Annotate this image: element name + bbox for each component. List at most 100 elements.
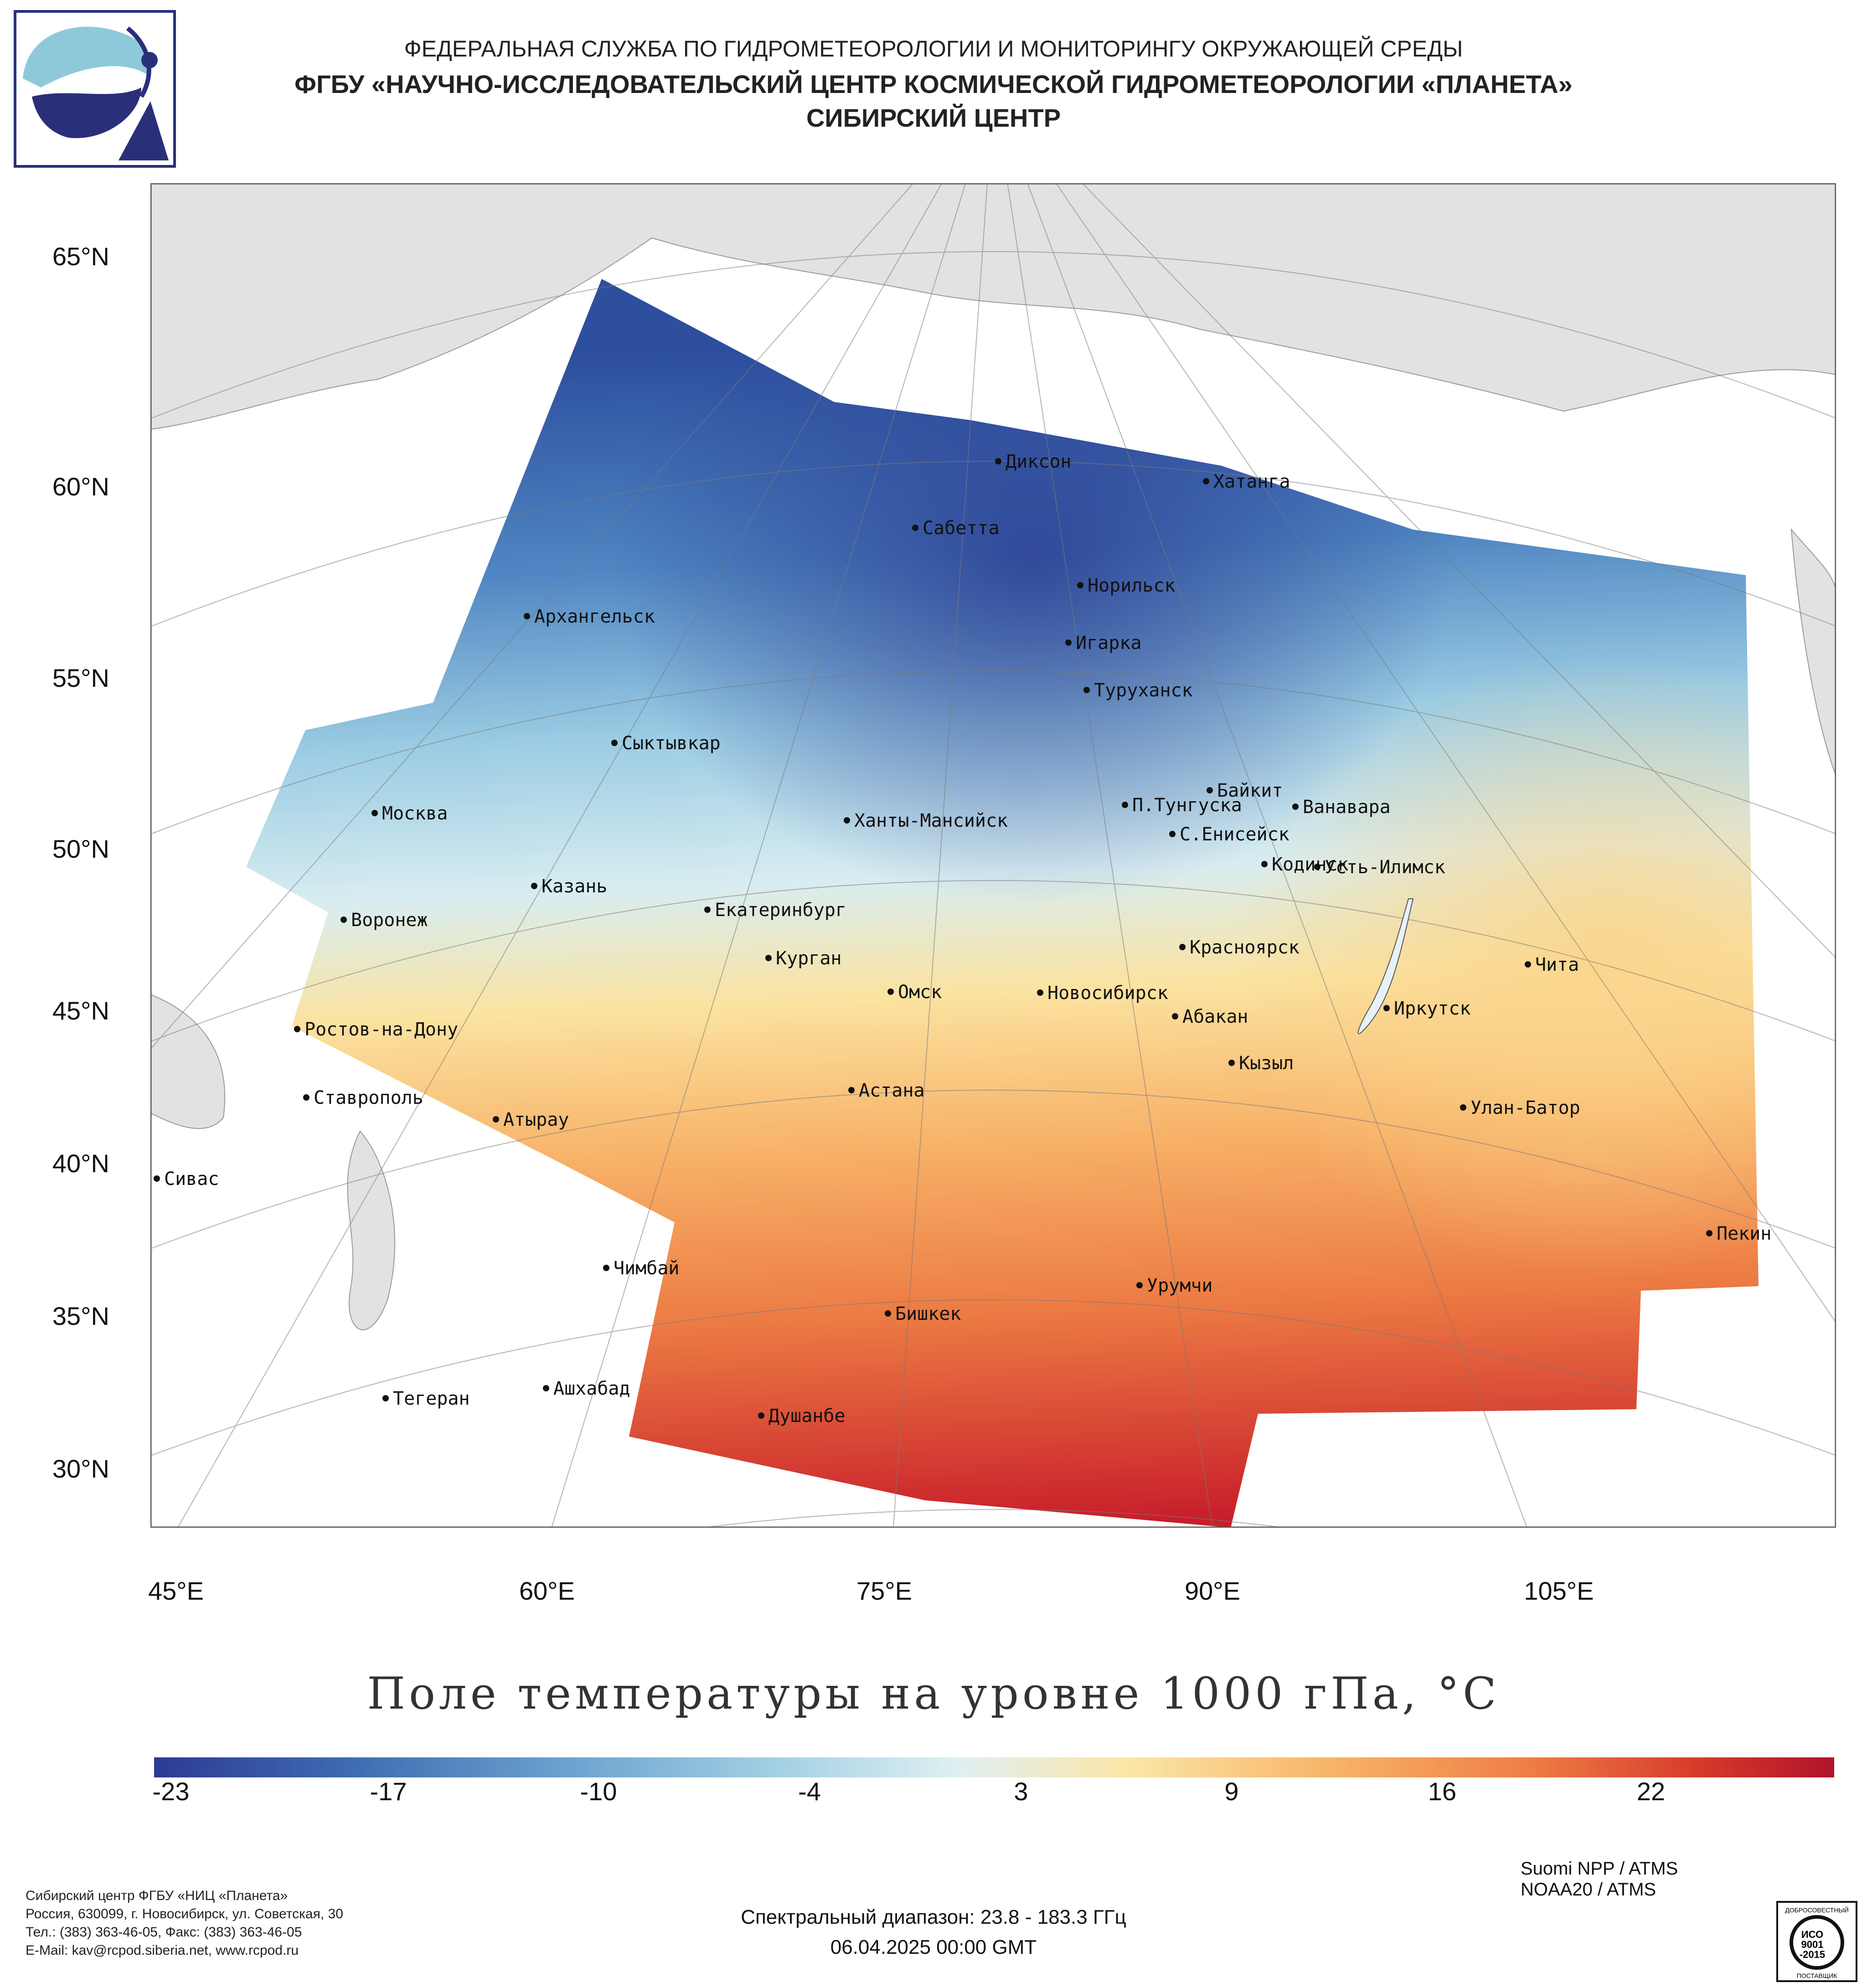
footer-org-line-2: Россия, 630099, г. Новосибирск, ул. Сове… <box>26 1906 343 1921</box>
city-label: Туруханск <box>1094 680 1193 701</box>
city-marker: П.Тунгуска <box>1122 795 1242 816</box>
city-marker: Игарка <box>1065 633 1142 654</box>
spectral-range: Спектральный диапазон: 23.8 - 183.3 ГГц <box>741 1906 1126 1928</box>
city-marker: Ашхабад <box>543 1378 630 1399</box>
city-dot <box>543 1385 549 1391</box>
city-dot <box>995 458 1001 464</box>
svg-text:ИСО: ИСО <box>1801 1929 1823 1940</box>
city-dot <box>887 989 894 995</box>
city-marker: Бишкек <box>885 1303 961 1324</box>
latitude-label: 50°N <box>52 834 109 863</box>
city-marker: С.Енисейск <box>1169 824 1289 845</box>
city-label: С.Енисейск <box>1180 824 1289 845</box>
city-dot <box>531 883 537 889</box>
city-marker: Красноярск <box>1179 937 1300 958</box>
city-label: Пекин <box>1717 1223 1771 1244</box>
lake-baikal <box>1357 898 1414 1035</box>
city-dot <box>1460 1104 1466 1111</box>
city-label: Тегеран <box>393 1388 470 1409</box>
city-marker: Душанбе <box>758 1406 846 1427</box>
city-marker: Чита <box>1525 954 1579 975</box>
longitude-label: 60°E <box>519 1576 575 1605</box>
city-label: Бишкек <box>895 1303 961 1324</box>
city-label: Ростов-на-Дону <box>304 1019 458 1040</box>
city-label: Ванавара <box>1303 797 1391 818</box>
caspian-sea <box>347 1130 396 1330</box>
city-marker: Астана <box>848 1080 925 1101</box>
longitude-label: 75°E <box>856 1576 913 1605</box>
city-label: Чита <box>1535 954 1579 975</box>
city-dot <box>603 1265 609 1271</box>
city-label: Кызыл <box>1239 1053 1294 1074</box>
city-label: Сыктывкар <box>622 733 721 754</box>
city-marker: Ванавара <box>1292 797 1391 818</box>
city-dot <box>1228 1060 1235 1066</box>
city-dot <box>1525 961 1531 968</box>
city-label: Атырау <box>503 1109 569 1130</box>
city-marker: Екатеринбург <box>704 900 846 921</box>
city-dot <box>294 1026 300 1032</box>
city-label: Усть-Илимск <box>1325 857 1445 878</box>
header-institute: ФГБУ «НАУЧНО-ИССЛЕДОВАТЕЛЬСКИЙ ЦЕНТР КОС… <box>294 70 1573 98</box>
city-marker: Кызыл <box>1228 1053 1294 1074</box>
city-label: Байкит <box>1217 780 1283 801</box>
city-marker: Курган <box>765 948 842 969</box>
longitude-label: 90°E <box>1184 1576 1241 1605</box>
city-markers: Диксон Хатанга Сабетта Норильск Архангельск И… <box>154 451 1771 1427</box>
city-marker: Норильск <box>1077 575 1176 596</box>
city-dot <box>1083 687 1090 693</box>
city-marker: Тегеран <box>382 1388 470 1409</box>
longitude-label: 45°E <box>148 1576 204 1605</box>
city-label: Иркутск <box>1394 998 1471 1019</box>
colorbar-tick-label: 22 <box>1636 1777 1666 1806</box>
colorbar-tick-label: -17 <box>370 1777 407 1806</box>
city-label: Кодинск <box>1272 854 1349 875</box>
city-dot <box>524 613 530 619</box>
colorbar-tick-label: -10 <box>580 1777 617 1806</box>
city-label: Ставрополь <box>314 1087 423 1108</box>
city-marker: Иркутск <box>1383 998 1471 1019</box>
footer-org-line-1: Сибирский центр ФГБУ «НИЦ «Планета» <box>26 1888 288 1903</box>
colorbar-tick-label: 3 <box>1014 1777 1028 1806</box>
city-dot <box>1122 802 1128 808</box>
city-dot <box>1706 1230 1712 1236</box>
longitude-label: 105°E <box>1524 1576 1594 1605</box>
svg-text:ПОСТАВЩИК: ПОСТАВЩИК <box>1797 1972 1838 1979</box>
satellite-1: Suomi NPP / ATMS <box>1521 1859 1678 1879</box>
city-dot <box>844 817 850 824</box>
city-label: Сабетта <box>923 518 1000 539</box>
city-marker: Байкит <box>1207 780 1283 801</box>
city-marker: Архангельск <box>524 606 655 627</box>
city-label: Омск <box>898 982 942 1003</box>
satellite-2: NOAA20 / ATMS <box>1521 1880 1656 1900</box>
footer-org-line-3: Тел.: (383) 363-46-05, Факс: (383) 363-4… <box>26 1925 302 1940</box>
city-label: Диксон <box>1006 451 1072 472</box>
city-marker: Усть-Илимск <box>1314 857 1445 878</box>
city-label: Абакан <box>1182 1006 1248 1027</box>
temperature-map: Диксон Хатанга Сабетта Норильск Архангельск И… <box>150 183 1836 1528</box>
city-label: Хатанга <box>1213 471 1290 492</box>
city-dot <box>611 740 618 746</box>
city-dot <box>371 810 378 816</box>
city-label: Улан-Батор <box>1470 1097 1580 1118</box>
city-dot <box>758 1412 764 1419</box>
planeta-logo <box>14 10 176 168</box>
datetime: 06.04.2025 00:00 GMT <box>830 1936 1037 1958</box>
city-marker: Пекин <box>1706 1223 1771 1244</box>
city-marker: Хатанга <box>1203 471 1290 492</box>
city-label: Урумчи <box>1147 1275 1213 1296</box>
city-dot <box>1207 787 1213 793</box>
city-dot <box>1169 831 1176 837</box>
city-label: Новосибирск <box>1047 983 1168 1004</box>
city-label: Игарка <box>1076 633 1142 654</box>
city-marker: Ставрополь <box>303 1087 423 1108</box>
city-dot <box>1037 989 1043 996</box>
latitude-label: 65°N <box>52 242 109 271</box>
city-dot <box>1179 944 1186 950</box>
city-dot <box>1172 1013 1178 1020</box>
graticule <box>150 183 1836 1528</box>
latitude-label: 35°N <box>52 1302 109 1330</box>
city-label: П.Тунгуска <box>1132 795 1242 816</box>
city-marker: Сабетта <box>912 518 1000 539</box>
city-marker: Улан-Батор <box>1460 1097 1580 1118</box>
